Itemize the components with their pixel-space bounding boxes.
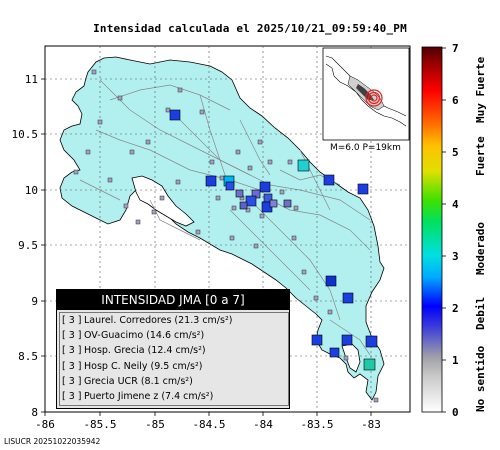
station-marker — [245, 195, 257, 207]
list-item: [ 3 ] Puerto Jimene z (7.4 cm/s²) — [60, 389, 288, 404]
y-axis-labels: 11 10.5 10 9.5 9 8.5 8 — [12, 73, 39, 419]
y-tick-label: 11 — [25, 73, 38, 86]
x-tick-label: -83 — [361, 418, 381, 431]
station-marker — [325, 275, 337, 287]
cb-tick-0: 0 — [452, 406, 459, 419]
legend-level: [ 3 ] — [62, 390, 82, 402]
inset-map — [322, 47, 410, 141]
y-tick-label: 10.5 — [12, 128, 39, 141]
cb-tick-5: 5 — [452, 146, 459, 159]
legend-title: INTENSIDAD JMA [0 a 7] — [57, 290, 289, 310]
colorbar-tick-labels: 0 1 2 3 4 5 6 7 — [452, 42, 459, 419]
legend-list: [ 3 ] Laurel. Corredores (21.3 cm/s²) [ 3… — [59, 312, 289, 406]
legend-station: OV-Guacimo (14.6 cm/s²) — [84, 330, 205, 342]
cb-label-fuerte: Fuerte — [474, 136, 487, 176]
intensity-legend: INTENSIDAD JMA [0 a 7] [ 3 ] Laurel. Corr… — [56, 289, 290, 409]
axis-tick-marks — [41, 78, 372, 416]
x-tick-label: -83.5 — [300, 418, 333, 431]
legend-level: [ 3 ] — [62, 315, 82, 326]
station-marker — [342, 292, 354, 304]
inset-magnitude-label: M=6.0 P=19km — [330, 143, 401, 153]
x-tick-label: -86 — [35, 418, 55, 431]
cb-label-debil: Debil — [474, 297, 487, 330]
station-marker — [341, 334, 353, 346]
colorbar-category-labels: No sentido Debil Moderado Fuerte Muy Fue… — [474, 56, 487, 412]
legend-level: [ 3 ] — [62, 375, 82, 387]
minor-stations — [73, 69, 379, 403]
list-item: [ 3 ] Hosp C. Neily (9.5 cm/s²) — [60, 359, 288, 374]
list-item: [ 3 ] OV-Guacimo (14.6 cm/s²) — [60, 328, 288, 343]
y-tick-label: 8 — [31, 406, 38, 419]
legend-station: Grecia UCR (8.1 cm/s²) — [84, 375, 193, 387]
cb-tick-3: 3 — [452, 250, 459, 263]
legend-level: [ 3 ] — [62, 360, 82, 372]
x-axis-labels: -86 -85.5 -85 -84.5 -84 -83.5 -83 — [35, 418, 381, 431]
y-tick-label: 10 — [25, 184, 38, 197]
x-tick-label: -84 — [253, 418, 273, 431]
cb-tick-6: 6 — [452, 94, 459, 107]
station-marker — [169, 109, 181, 121]
colorbar-ticks — [442, 47, 446, 413]
cb-tick-4: 4 — [452, 198, 459, 211]
cb-tick-7: 7 — [452, 42, 459, 55]
y-tick-label: 8.5 — [18, 350, 38, 363]
station-marker — [363, 358, 376, 371]
legend-station: Hosp. Grecia (12.4 cm/s²) — [84, 345, 206, 357]
y-tick-label: 9.5 — [18, 239, 38, 252]
station-marker — [297, 159, 310, 172]
station-marker — [235, 189, 244, 198]
station-marker — [225, 181, 235, 191]
station-marker — [269, 199, 278, 208]
x-tick-label: -85 — [145, 418, 165, 431]
station-marker — [365, 335, 378, 348]
legend-station: Puerto Jimene z (7.4 cm/s²) — [84, 390, 214, 402]
map-title: Intensidad calculada el 2025/10/21_09:59… — [93, 22, 407, 35]
list-item: [ 3 ] Hosp. Grecia (12.4 cm/s²) — [60, 343, 288, 358]
colorbar — [421, 46, 443, 413]
list-item: [ 3 ] Laurel. Corredores (21.3 cm/s²) — [60, 313, 288, 328]
list-item: [ 3 ] Grecia UCR (8.1 cm/s²) — [60, 374, 288, 389]
station-marker — [323, 174, 335, 186]
station-marker — [357, 183, 369, 195]
epicenter-icon — [365, 89, 383, 107]
cb-label-muy-fuerte: Muy Fuerte — [474, 56, 487, 123]
y-tick-label: 9 — [31, 295, 38, 308]
station-marker — [239, 201, 248, 210]
x-tick-label: -84.5 — [192, 418, 225, 431]
gulf-of-nicoya — [131, 175, 195, 227]
station-marker — [311, 334, 323, 346]
intensity-stations — [169, 109, 378, 371]
cb-tick-1: 1 — [452, 354, 459, 367]
station-marker — [283, 199, 292, 208]
cb-label-no-sentido: No sentido — [474, 345, 487, 412]
road-network — [79, 79, 371, 356]
legend-station: Laurel. Corredores (21.3 cm/s²) — [84, 315, 233, 326]
station-marker — [329, 347, 340, 358]
footer-id: LISUCR 20251022035942 — [4, 437, 101, 446]
cb-label-moderado: Moderado — [474, 222, 487, 275]
x-tick-label: -85.5 — [83, 418, 116, 431]
legend-level: [ 3 ] — [62, 345, 82, 357]
cb-tick-2: 2 — [452, 302, 459, 315]
legend-level: [ 3 ] — [62, 330, 82, 342]
station-marker — [259, 181, 271, 193]
legend-station: Hosp C. Neily (9.5 cm/s²) — [84, 360, 203, 372]
station-marker — [205, 175, 217, 187]
